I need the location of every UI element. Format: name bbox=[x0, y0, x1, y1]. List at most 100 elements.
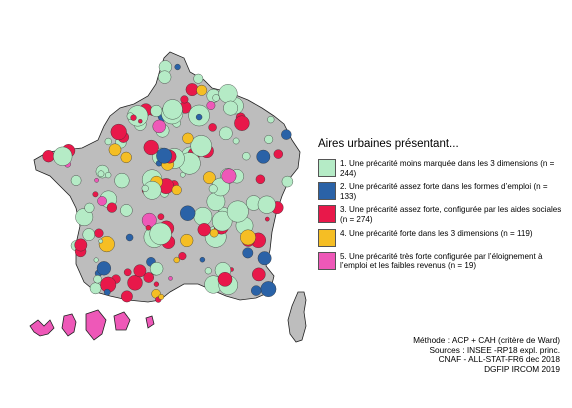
urban-area-class-3 bbox=[92, 191, 99, 198]
urban-area-class-2 bbox=[179, 205, 196, 221]
urban-area-class-5 bbox=[94, 177, 99, 183]
urban-area-class-2 bbox=[251, 285, 262, 296]
urban-area-class-2 bbox=[256, 149, 271, 164]
urban-area-class-4 bbox=[240, 229, 256, 246]
urban-area-class-1 bbox=[82, 228, 96, 241]
urban-area-class-1 bbox=[89, 282, 102, 295]
urban-area-class-2 bbox=[195, 113, 203, 121]
urban-area-class-1 bbox=[223, 100, 239, 116]
urban-area-class-1 bbox=[193, 73, 204, 84]
urban-area-class-2 bbox=[260, 281, 277, 297]
urban-area-class-2 bbox=[103, 288, 111, 296]
urban-area-class-3 bbox=[110, 123, 127, 141]
urban-area-class-3 bbox=[42, 150, 55, 163]
guadeloupe bbox=[29, 319, 55, 337]
urban-area-class-3 bbox=[264, 216, 270, 222]
urban-area-class-1 bbox=[162, 99, 183, 120]
urban-area-class-4 bbox=[196, 84, 208, 96]
legend-label-3: 3. Une précarité assez forte, configurée… bbox=[340, 205, 562, 224]
urban-area-class-3 bbox=[145, 225, 152, 231]
urban-area-class-1 bbox=[114, 173, 130, 189]
urban-area-class-1 bbox=[180, 172, 186, 178]
urban-area-class-3 bbox=[94, 228, 104, 238]
legend-swatch-1 bbox=[318, 159, 336, 177]
urban-area-class-1 bbox=[93, 257, 99, 263]
urban-area-class-5 bbox=[168, 276, 173, 281]
urban-area-class-3 bbox=[208, 123, 217, 132]
corsica bbox=[287, 291, 307, 343]
urban-area-class-1 bbox=[93, 275, 102, 284]
urban-area-class-4 bbox=[209, 228, 219, 238]
urban-area-class-2 bbox=[174, 63, 181, 71]
map-legend: Aires urbaines présentant... 1. Une préc… bbox=[316, 138, 566, 275]
urban-area-class-1 bbox=[75, 208, 94, 227]
urban-area-class-2 bbox=[125, 233, 134, 242]
urban-area-class-1 bbox=[149, 222, 172, 245]
legend-item-3: 3. Une précarité assez forte, configurée… bbox=[316, 205, 566, 224]
urban-area-class-4 bbox=[180, 233, 194, 247]
urban-area-class-4 bbox=[98, 236, 115, 253]
urban-area-class-3 bbox=[217, 271, 233, 287]
urban-area-class-3 bbox=[273, 149, 283, 159]
urban-area-class-5 bbox=[97, 196, 107, 206]
urban-area-class-4 bbox=[203, 171, 216, 184]
urban-area-class-3 bbox=[180, 95, 189, 104]
urban-areas bbox=[42, 60, 294, 303]
urban-area-class-1 bbox=[105, 172, 112, 179]
martinique bbox=[61, 313, 77, 337]
urban-area-class-1 bbox=[226, 200, 249, 223]
urban-area-class-3 bbox=[127, 275, 143, 291]
urban-area-class-1 bbox=[211, 210, 233, 232]
urban-area-class-1 bbox=[208, 184, 218, 194]
urban-area-class-1 bbox=[204, 267, 212, 275]
urban-area-class-4 bbox=[120, 151, 132, 164]
urban-area-class-1 bbox=[257, 195, 276, 214]
urban-area-class-1 bbox=[267, 115, 275, 124]
sources-dgfip: DGFIP IRCOM 2019 bbox=[484, 363, 560, 374]
urban-area-class-4 bbox=[182, 132, 194, 144]
overseas-territories bbox=[29, 309, 155, 341]
urban-area-class-1 bbox=[120, 204, 133, 217]
urban-area-class-4 bbox=[108, 143, 122, 157]
urban-area-class-2 bbox=[281, 129, 292, 140]
urban-area-class-2 bbox=[242, 247, 254, 259]
urban-area-class-1 bbox=[150, 104, 163, 117]
urban-area-class-3 bbox=[251, 267, 266, 282]
legend-swatch-5 bbox=[318, 251, 336, 270]
legend-item-5: 5. Une précarité très forte configurée p… bbox=[316, 251, 566, 271]
legend-item-2: 2. Une précarité assez forte dans les fo… bbox=[316, 182, 566, 201]
urban-area-class-2 bbox=[96, 261, 112, 276]
urban-area-class-3 bbox=[255, 174, 266, 185]
legend-swatch-4 bbox=[318, 228, 336, 247]
mayotte bbox=[145, 315, 155, 329]
legend-item-1: 1. Une précarité moins marquée dans les … bbox=[316, 159, 566, 178]
urban-area-class-2 bbox=[257, 251, 272, 266]
urban-area-class-1 bbox=[84, 202, 95, 213]
urban-area-class-1 bbox=[158, 70, 172, 84]
urban-area-class-1 bbox=[264, 134, 274, 144]
urban-area-class-5 bbox=[152, 119, 166, 134]
legend-swatch-3 bbox=[318, 205, 336, 224]
legend-swatch-2 bbox=[318, 182, 336, 201]
urban-area-class-1 bbox=[190, 135, 212, 157]
legend-label-2: 2. Une précarité assez forte dans les fo… bbox=[340, 182, 548, 201]
urban-area-class-3 bbox=[157, 213, 165, 220]
urban-area-class-1 bbox=[242, 152, 251, 161]
legend-title: Aires urbaines présentant... bbox=[318, 138, 459, 150]
urban-area-class-5 bbox=[221, 168, 237, 184]
urban-area-class-3 bbox=[178, 252, 187, 261]
urban-area-class-1 bbox=[98, 238, 103, 244]
urban-area-class-1 bbox=[104, 137, 112, 146]
legend-label-1: 1. Une précarité moins marquée dans les … bbox=[340, 159, 555, 178]
urban-area-class-3 bbox=[106, 202, 118, 213]
urban-area-class-2 bbox=[156, 147, 173, 164]
urban-area-class-3 bbox=[197, 223, 211, 237]
legend-item-4: 4. Une précarité forte dans les 3 dimens… bbox=[316, 228, 566, 248]
urban-area-class-1 bbox=[141, 184, 149, 192]
urban-area-class-3 bbox=[234, 115, 250, 131]
guyane bbox=[85, 309, 107, 341]
urban-area-class-3 bbox=[121, 290, 133, 303]
urban-area-class-3 bbox=[74, 238, 88, 252]
